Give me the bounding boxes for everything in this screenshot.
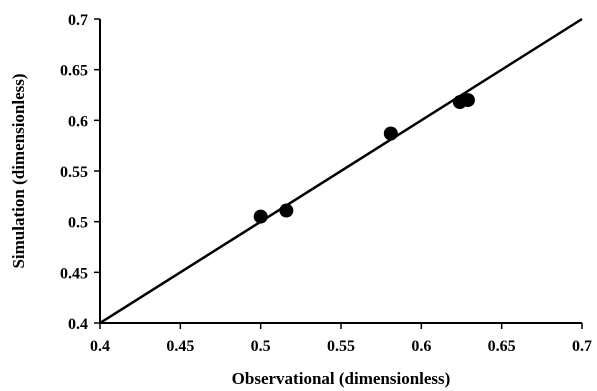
y-tick-label: 0.55 [60, 164, 88, 181]
x-tick-label: 0.55 [327, 338, 355, 355]
plot-area: 0.4 0.45 0.5 0.55 0.6 0.65 0.7 0.40.450.50.550… [60, 12, 592, 355]
x-tick-label: 0.7 [572, 338, 592, 355]
fit-line-group [99, 17, 583, 325]
y-tick-label: 0.6 [68, 113, 88, 130]
one-to-one-line [99, 17, 583, 325]
y-axis-title: Simulation (dimensionless) [9, 73, 28, 268]
y-tick-label: 0.4 [68, 316, 88, 333]
y-tick-label: 0.5 [68, 215, 88, 232]
x-ticks: 0.4 0.45 0.5 0.55 0.6 0.65 0.7 [90, 323, 592, 355]
x-tick-label: 0.65 [488, 338, 516, 355]
x-tick-label: 0.5 [251, 338, 271, 355]
data-point [279, 203, 294, 218]
x-tick-label: 0.4 [90, 338, 110, 355]
data-points [253, 93, 475, 224]
y-tick-label: 0.45 [60, 265, 88, 282]
y-tick-label: 0.65 [60, 63, 88, 80]
x-tick-label: 0.45 [166, 338, 194, 355]
x-tick-label: 0.6 [411, 338, 431, 355]
data-point [383, 126, 398, 141]
y-tick-label: 0.7 [68, 12, 88, 29]
data-point [460, 93, 475, 108]
x-axis-title: Observational (dimensionless) [232, 369, 451, 388]
y-ticks: 0.4 0.45 0.5 0.55 0.6 0.65 0.7 [60, 12, 100, 333]
data-point [253, 209, 268, 224]
